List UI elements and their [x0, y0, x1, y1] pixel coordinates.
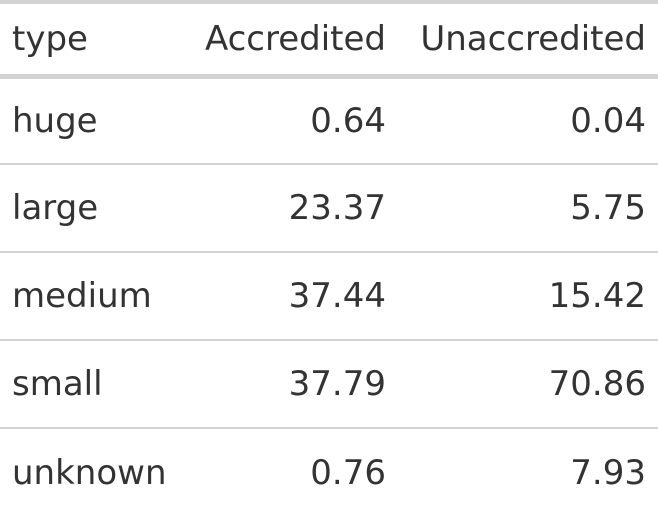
cell-unaccredited: 70.86 [398, 340, 658, 429]
table-row: medium 37.44 15.42 [0, 252, 658, 341]
column-header-type: type [0, 2, 178, 79]
cell-unaccredited: 5.75 [398, 164, 658, 253]
cell-type: huge [0, 76, 178, 165]
table-header: type Accredited Unaccredited [0, 2, 658, 79]
table-row: small 37.79 70.86 [0, 340, 658, 429]
cell-accredited: 23.37 [178, 164, 398, 253]
column-header-unaccredited: Unaccredited [398, 2, 658, 79]
cell-unaccredited: 0.04 [398, 76, 658, 165]
cell-unaccredited: 15.42 [398, 252, 658, 341]
column-header-accredited: Accredited [178, 2, 398, 79]
cell-accredited: 0.76 [310, 452, 386, 493]
cell-type: small [0, 340, 178, 429]
table-row: unknown 0.76 7.93 [0, 428, 658, 516]
cell-type: unknown [12, 452, 167, 493]
table-row: huge 0.64 0.04 [0, 76, 658, 165]
cell-type: medium [0, 252, 178, 341]
table-row: large 23.37 5.75 [0, 164, 658, 253]
cell-accredited: 37.79 [178, 340, 398, 429]
header-row: type Accredited Unaccredited [0, 2, 658, 79]
cell-accredited: 37.44 [178, 252, 398, 341]
cell-accredited: 0.64 [178, 76, 398, 165]
cell-unaccredited: 7.93 [570, 452, 646, 493]
table-body: huge 0.64 0.04 large 23.37 5.75 medium 3… [0, 76, 658, 516]
cell-type: large [0, 164, 178, 253]
